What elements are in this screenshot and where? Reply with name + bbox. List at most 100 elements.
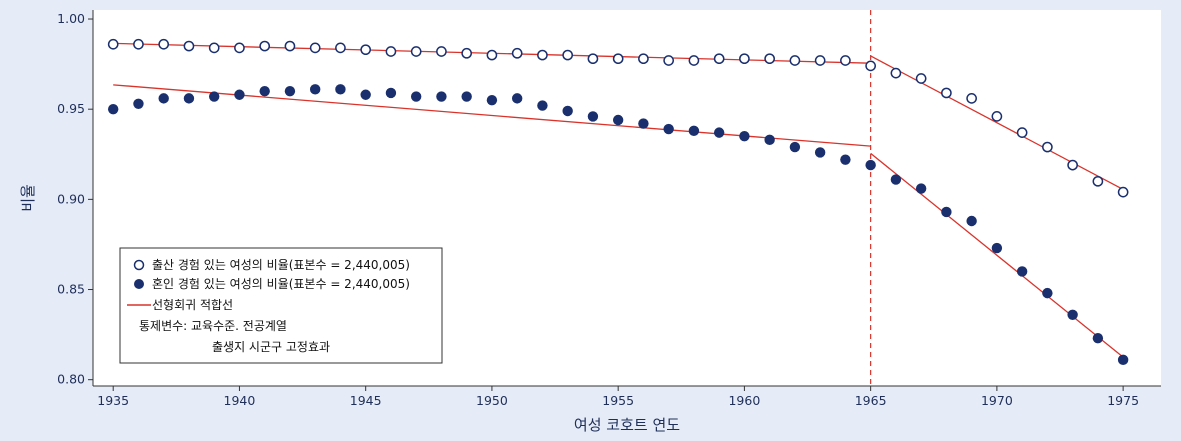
birth-ratio-point [107,38,119,50]
birth-ratio-point [739,53,750,65]
marriage-ratio-point [764,134,775,146]
x-tick-label: 1950 [476,393,508,408]
legend-hollow-circle-icon [133,259,145,271]
marriage-ratio-point [537,100,548,111]
x-tick-label: 1955 [602,393,634,408]
marriage-ratio-point [234,89,245,100]
x-tick-label: 1965 [855,393,887,408]
y-tick-label: 1.00 [57,11,85,26]
marriage-ratio-point [158,93,169,104]
birth-ratio-point [436,46,447,57]
marriage-ratio-point [587,111,599,122]
birth-ratio-point [335,42,346,54]
data-points [107,38,1129,366]
marriage-ratio-point [562,105,573,117]
marriage-ratio-point [814,147,826,158]
legend-label-fit: 선형회귀 적합선 [152,298,233,312]
marriage-ratio-point [436,91,447,102]
birth-ratio-point [259,40,271,52]
birth-ratio-point [713,53,725,65]
birth-ratio-point [840,55,851,66]
birth-ratio-point [587,53,599,65]
birth-ratio-point [1092,175,1104,187]
birth-ratio-point [208,42,220,54]
marriage-ratio-point [739,131,750,142]
marriage-ratio-point [612,114,624,126]
marriage-ratio-point [284,85,296,97]
birth-ratio-point [688,55,700,66]
legend-filled-circle-icon [134,279,144,289]
birth-ratio-point [1042,141,1053,153]
birth-ratio-point [865,60,876,72]
marriage-ratio-point [511,93,523,104]
marriage-ratio-point [915,183,927,194]
marriage-ratio-point [335,84,346,95]
marriage-ratio-point [410,91,422,102]
legend-label-birth: 출산 경험 있는 여성의 비율(표본수 = 2,440,005) [152,258,410,272]
x-tick-label: 1960 [728,393,760,408]
birth-ratio-point [385,46,397,57]
marriage-ratio-point [663,123,674,135]
marriage-ratio-point [208,91,220,102]
x-tick-label: 1975 [1107,393,1139,408]
birth-ratio-point [612,53,624,65]
birth-ratio-point [511,47,523,59]
birth-ratio-point [915,73,927,84]
birth-ratio-point [183,40,195,52]
marriage-ratio-point [360,89,371,100]
marriage-ratio-point [385,87,397,99]
birth-ratio-point [890,67,902,79]
legend-box [119,247,443,364]
axis-lines [92,10,1161,387]
birth-ratio-point [309,42,321,54]
y-tick-label: 0.95 [57,101,85,116]
birth-ratio-point [284,40,296,52]
birth-ratio-point [360,44,372,56]
marriage-ratio-point [259,85,270,97]
birth-ratio-point [966,93,977,104]
birth-ratio-point [461,47,473,59]
birth-ratio-point [158,38,170,50]
marriage-ratio-point [865,159,876,171]
marriage-ratio-point [309,84,321,95]
birth-ratio-point [1016,127,1028,138]
birth-ratio-point [663,55,675,66]
marriage-ratio-point [1092,333,1104,344]
x-tick-label: 1935 [97,393,129,408]
birth-ratio-point [562,49,574,61]
marriage-ratio-point [638,118,649,129]
marriage-ratio-point [1042,287,1053,299]
marriage-ratio-point [461,91,472,102]
marriage-ratio-point [486,94,498,106]
y-ticks: 0.80 0.85 0.90 0.95 1.00 [57,11,93,387]
birth-ratio-point [1117,186,1129,198]
birth-ratio-point [410,46,422,57]
y-tick-label: 0.90 [57,191,85,206]
legend: 출산 경험 있는 여성의 비율(표본수 = 2,440,005) 혼인 경험 있… [119,247,443,364]
birth-ratio-point [991,111,1003,122]
birth-ratio-point [1067,159,1078,171]
y-tick-label: 0.80 [57,372,85,387]
legend-note-controls: 통제변수: 교육수준. 전공계열 [139,319,287,333]
marriage-ratio-point [1117,354,1129,366]
birth-ratio-point [638,53,649,65]
marriage-ratio-point [991,242,1003,254]
birth-ratio-point [941,87,952,99]
birth-ratio-point [764,53,776,65]
fit-line-segment [870,152,1124,358]
birth-ratio-point [133,38,144,50]
y-axis-title: 비율 [19,184,37,212]
legend-label-marriage: 혼인 경험 있는 여성의 비율(표본수 = 2,440,005) [152,277,410,291]
birth-ratio-point [537,49,548,61]
marriage-ratio-point [966,215,977,227]
birth-ratio-point [814,55,826,66]
marriage-ratio-point [713,127,725,138]
marriage-ratio-point [133,98,144,109]
birth-ratio-point [486,49,498,61]
marriage-ratio-point [890,174,902,185]
x-tick-label: 1940 [224,393,256,408]
y-tick-label: 0.85 [57,282,85,297]
x-ticks: 1935 1940 1945 1950 1955 1960 1965 1970 1975 [97,386,1139,408]
marriage-ratio-point [107,103,119,115]
